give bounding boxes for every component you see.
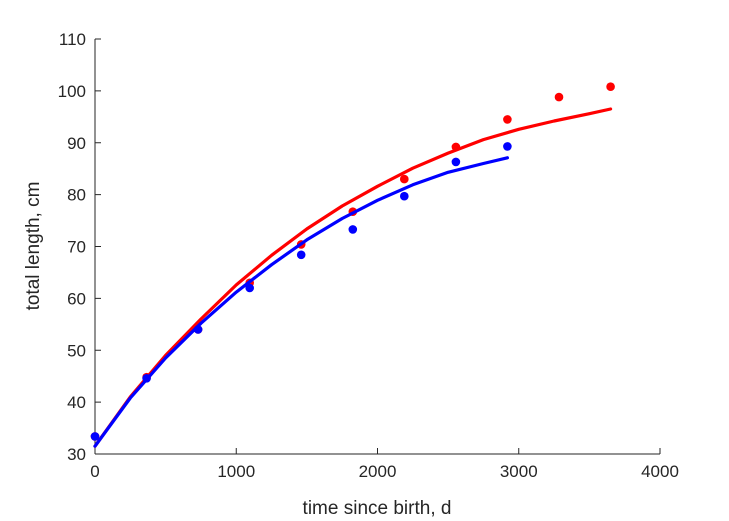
data-point <box>193 325 203 334</box>
data-point <box>400 191 409 201</box>
x-axis-label: time since birth, d <box>303 498 452 519</box>
data-point <box>348 225 358 234</box>
data-point <box>296 250 306 260</box>
y-tick-label: 70 <box>67 238 86 257</box>
series-2 <box>90 142 512 448</box>
data-point <box>90 432 100 441</box>
x-tick-label: 1000 <box>217 462 255 481</box>
fit-curve-line <box>93 107 613 448</box>
y-tick-label: 80 <box>67 186 86 205</box>
y-tick-label: 50 <box>67 341 86 360</box>
y-tick-label: 30 <box>67 445 86 464</box>
x-ticks: 0 1000 2000 3000 4000 <box>90 448 679 481</box>
data-point <box>503 115 512 124</box>
y-tick-label: 40 <box>67 393 86 412</box>
series-1 <box>90 82 615 448</box>
y-tick-label: 90 <box>67 134 86 153</box>
x-tick-label: 4000 <box>641 462 679 481</box>
data-point <box>400 174 409 184</box>
data-point <box>606 82 615 91</box>
x-tick-label: 2000 <box>359 462 397 481</box>
x-tick-label: 3000 <box>500 462 538 481</box>
axes <box>94 39 660 455</box>
data-point <box>451 157 461 167</box>
data-point <box>245 283 254 293</box>
y-axis-label: total length, cm <box>23 182 44 311</box>
y-tick-label: 60 <box>67 289 86 308</box>
plot-series <box>90 82 615 448</box>
y-tick-label: 100 <box>58 82 86 101</box>
fit-curve-line <box>93 156 509 448</box>
data-point <box>554 92 564 102</box>
y-ticks: 30 40 50 60 70 80 90 100 110 <box>58 30 101 464</box>
data-point <box>503 142 512 151</box>
y-tick-label: 110 <box>59 30 86 49</box>
x-tick-label: 0 <box>90 462 99 481</box>
data-point <box>142 374 151 383</box>
data-point <box>451 142 461 152</box>
